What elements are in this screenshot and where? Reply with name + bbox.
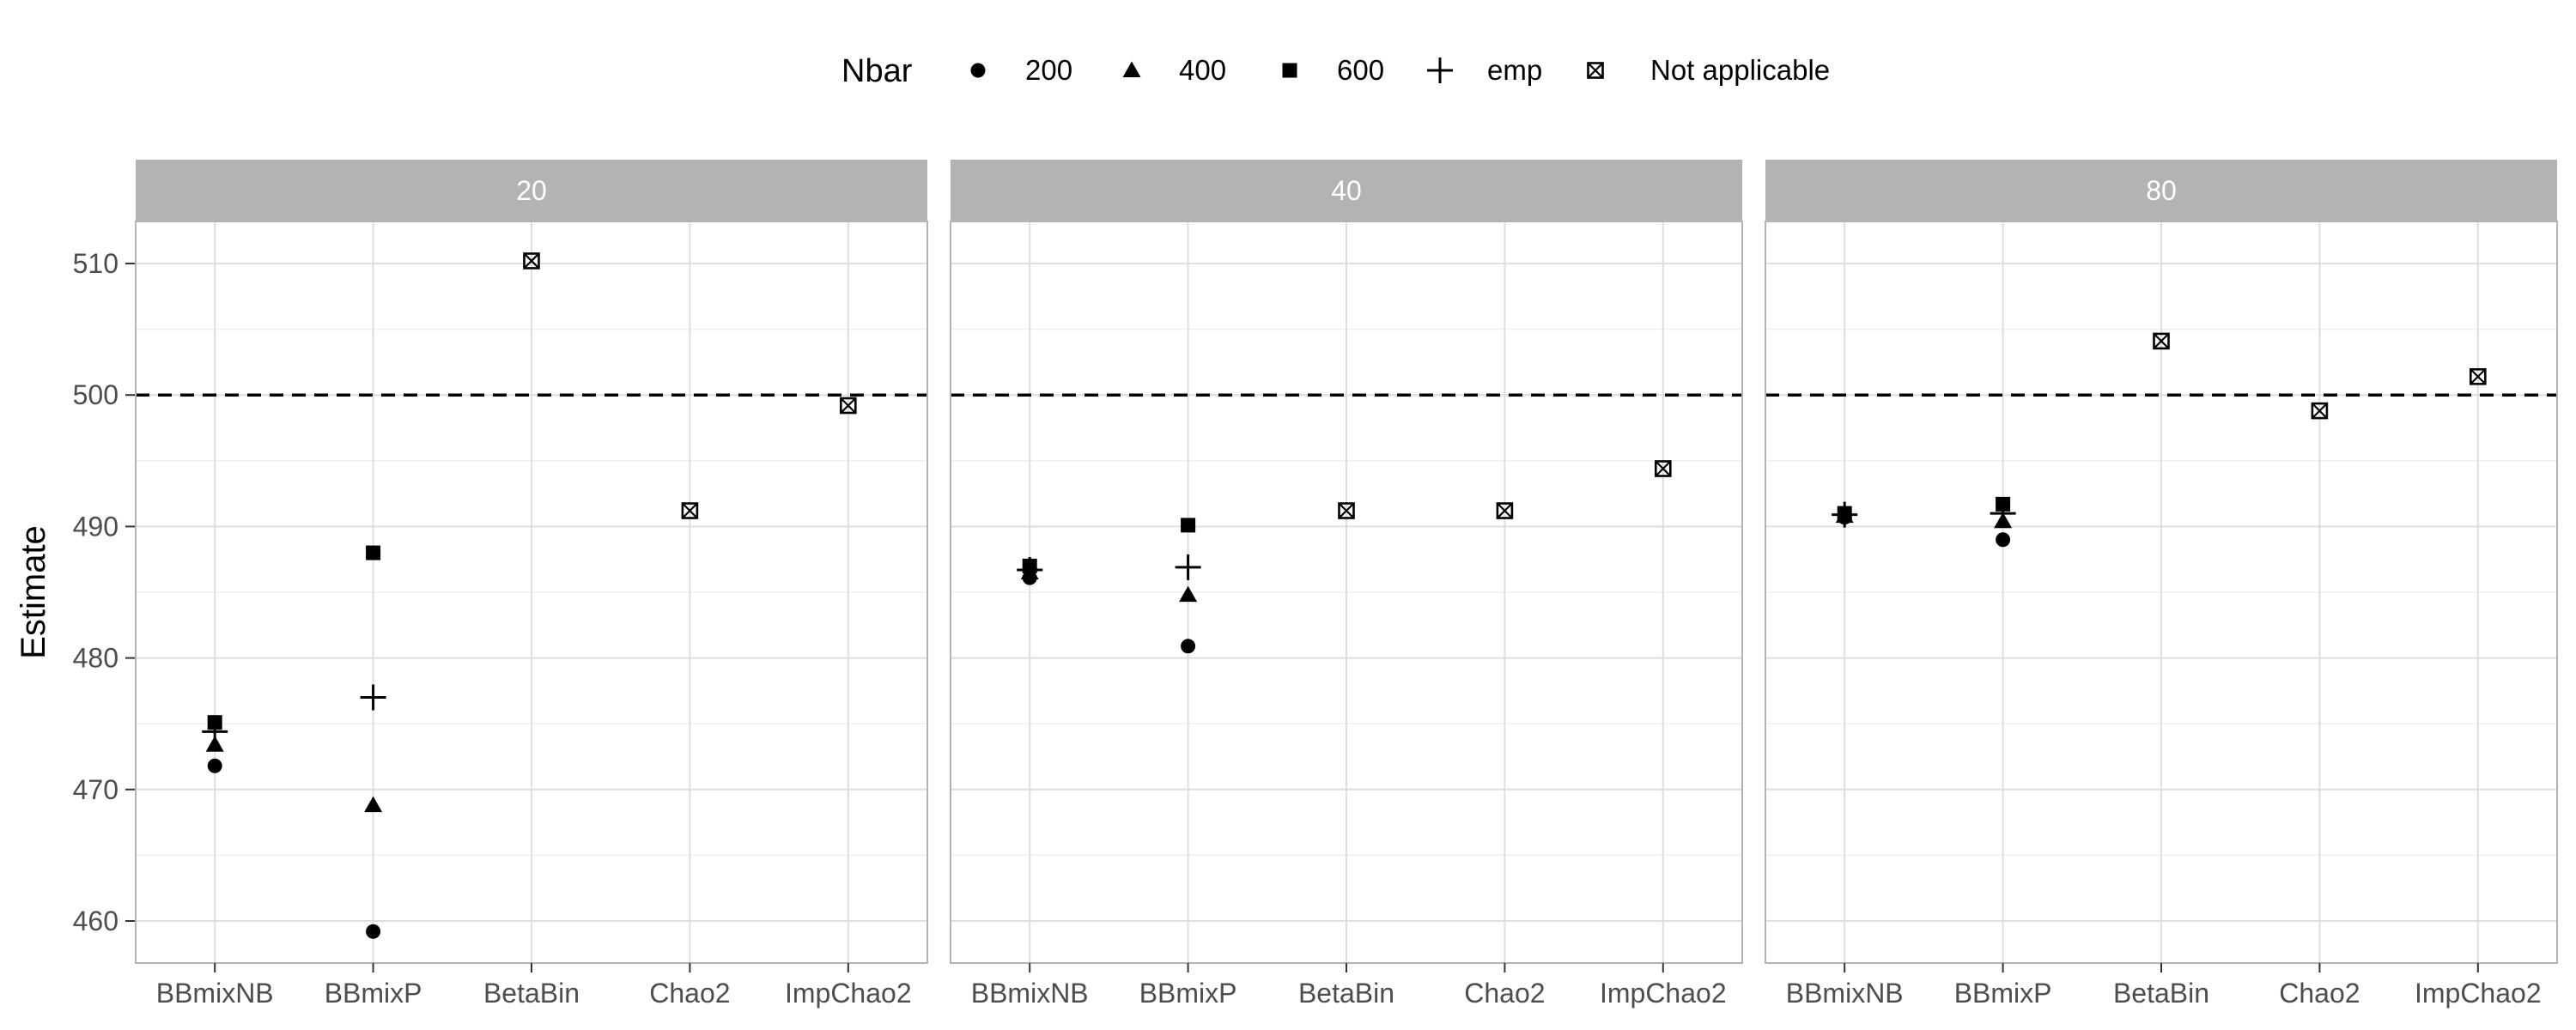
x-tick-label: ImpChao2 [2415,978,2542,1009]
legend-key-600 [1282,63,1297,78]
legend-title: Nbar [841,53,913,89]
x-tick-label: BetaBin [1298,978,1394,1009]
x-tick-label: BetaBin [2113,978,2209,1009]
legend-key-na [1587,62,1604,79]
legend-item-600: 600 [1282,54,1384,86]
facet-label: 20 [516,175,547,206]
x-tick-label: BBmixNB [156,978,274,1009]
facet-strip [1765,160,2557,221]
point-BBmixP-emp [360,684,386,711]
facet-label: 40 [1331,175,1362,206]
y-tick-label: 490 [73,511,118,542]
point-BBmixP-400 [1179,585,1198,603]
legend-key-400 [1122,61,1141,77]
x-tick-label: BBmixP [1139,978,1237,1009]
point-Chao2-na [1496,502,1514,519]
x-tick-label: Chao2 [2279,978,2360,1009]
x-tick-label: Chao2 [1464,978,1545,1009]
point-Chao2-na [681,502,699,519]
panel-80: 80 BBmixNB BBmixP BetaBin Chao2 ImpChao2 [1765,160,2558,1009]
x-tick-label: BBmixP [325,978,422,1009]
point-BBmixP-200 [1181,639,1196,654]
panel-40: 40 BBmixNB BBmixP BetaBin Chao2 ImpChao2 [950,160,1743,1009]
y-tick-label: 510 [73,248,118,279]
point-BBmixNB-emp [1832,501,1858,528]
x-tick-label: BBmixNB [971,978,1089,1009]
point-BBmixNB-emp [202,718,228,745]
x-axis: BBmixNB BBmixP BetaBin Chao2 ImpChao2 [971,963,1727,1009]
x-tick-label: BetaBin [483,978,580,1009]
point-ImpChao2-na [839,397,857,415]
facet-label: 80 [2146,175,2177,206]
legend-item-emp: emp [1427,54,1542,86]
point-BBmixP-600 [1181,518,1196,533]
y-tick-label: 500 [73,379,118,410]
point-BBmixP-emp [1990,500,2016,527]
point-BBmixP-emp [1175,554,1201,580]
point-BetaBin-na [523,252,540,270]
legend-label: emp [1487,54,1542,86]
point-ImpChao2-na [1655,460,1672,477]
x-tick-label: ImpChao2 [785,978,912,1009]
point-BetaBin-na [2153,332,2170,350]
x-tick-label: Chao2 [649,978,730,1009]
y-axis: 460 470 480 490 500 510 Estimate [15,248,136,936]
point-BBmixP-400 [364,796,383,813]
x-tick-label: BBmixP [1954,978,2052,1009]
point-BBmixP-200 [366,924,381,939]
x-tick-label: ImpChao2 [1600,978,1727,1009]
point-BBmixNB-emp [1017,556,1043,583]
legend-label: Not applicable [1650,54,1830,86]
legend-label: 400 [1179,54,1226,86]
legend-item-200: 200 [970,54,1072,86]
point-Chao2-na [2311,402,2329,420]
x-axis: BBmixNB BBmixP BetaBin Chao2 ImpChao2 [1786,963,2542,1009]
point-BBmixNB-200 [207,758,222,773]
panel-20: 20 BBmixNB BBmixP BetaBin Chao2 ImpChao2 [135,160,928,1009]
y-axis-label: Estimate [15,525,52,659]
point-BetaBin-na [1338,502,1355,519]
x-tick-label: BBmixNB [1786,978,1904,1009]
y-tick-label: 460 [73,906,118,936]
y-tick-label: 480 [73,643,118,674]
point-ImpChao2-na [2470,367,2487,385]
legend-item-na: Not applicable [1587,54,1830,86]
legend-label: 200 [1025,54,1072,86]
facet-strip [951,160,1742,221]
legend-item-400: 400 [1122,54,1226,86]
point-BBmixP-200 [1996,532,2011,548]
legend-key-200 [970,63,986,78]
legend: Nbar 200 400 600 emp Not applicable [841,53,1830,89]
x-axis: BBmixNB BBmixP BetaBin Chao2 ImpChao2 [156,963,912,1009]
y-tick-label: 470 [73,774,118,805]
legend-label: 600 [1337,54,1384,86]
facet-strip [136,160,927,221]
legend-key-emp [1427,58,1453,83]
point-BBmixP-600 [366,545,381,560]
